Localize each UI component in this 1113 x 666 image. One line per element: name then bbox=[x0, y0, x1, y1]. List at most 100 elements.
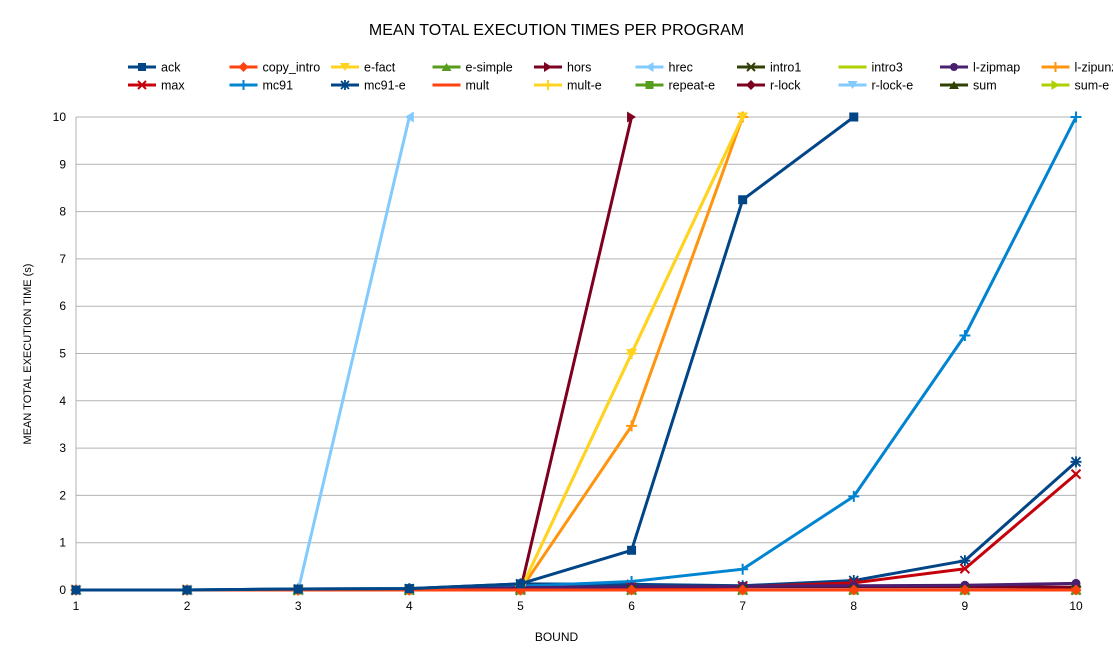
data-point bbox=[515, 579, 525, 589]
data-point bbox=[626, 420, 638, 432]
legend: ack copy_intro e-fact e-simple hors hrec intro… bbox=[128, 61, 1113, 93]
x-tick-label: 9 bbox=[962, 599, 969, 613]
legend-label: r-lock bbox=[770, 79, 801, 93]
data-point bbox=[848, 584, 860, 596]
series-line bbox=[76, 115, 855, 592]
data-point bbox=[404, 111, 414, 123]
legend-item: copy_intro bbox=[229, 61, 321, 75]
legend-marker bbox=[645, 62, 654, 72]
data-point bbox=[849, 112, 859, 122]
series-ack bbox=[71, 112, 859, 595]
y-tick-label: 1 bbox=[59, 536, 66, 550]
legend-item: sum bbox=[940, 79, 997, 93]
legend-label: mc91-e bbox=[364, 79, 406, 93]
y-tick-label: 9 bbox=[59, 157, 66, 171]
legend-item: e-fact bbox=[331, 61, 396, 75]
legend-item: mc91-e bbox=[331, 79, 406, 93]
x-tick-label: 2 bbox=[184, 599, 191, 613]
legend-item: r-lock-e bbox=[838, 79, 914, 93]
legend-marker bbox=[746, 80, 756, 90]
chart-title: MEAN TOTAL EXECUTION TIMES PER PROGRAM bbox=[368, 22, 745, 39]
data-point bbox=[848, 490, 860, 502]
data-point bbox=[293, 584, 303, 594]
legend-label: ack bbox=[161, 61, 181, 75]
data-point bbox=[737, 112, 749, 122]
legend-marker bbox=[949, 81, 959, 89]
legend-marker bbox=[950, 63, 958, 71]
data-point bbox=[1070, 111, 1082, 123]
legend-label: mc91 bbox=[263, 79, 294, 93]
y-tick-label: 10 bbox=[53, 110, 67, 124]
x-tick-label: 4 bbox=[406, 599, 413, 613]
legend-label: hors bbox=[567, 61, 591, 75]
data-point bbox=[1071, 578, 1081, 588]
legend-label: e-simple bbox=[466, 61, 513, 75]
x-tick-label: 7 bbox=[739, 599, 746, 613]
legend-item: hors bbox=[534, 61, 591, 75]
series-l-zipmap bbox=[71, 578, 1081, 595]
legend-marker bbox=[138, 63, 146, 71]
legend-marker bbox=[645, 81, 654, 89]
data-point bbox=[737, 584, 749, 596]
legend-marker bbox=[441, 63, 452, 71]
y-tick-label: 2 bbox=[59, 488, 66, 502]
data-point bbox=[1070, 456, 1082, 468]
legend-label: r-lock-e bbox=[872, 79, 914, 93]
data-point bbox=[959, 330, 971, 342]
data-point bbox=[626, 349, 638, 358]
data-point bbox=[404, 584, 414, 594]
legend-marker bbox=[340, 63, 350, 71]
legend-item: l-zipunzip bbox=[1041, 61, 1113, 75]
series-group bbox=[70, 111, 1082, 596]
legend-label: l-zipmap bbox=[973, 61, 1020, 75]
y-tick-label: 0 bbox=[59, 583, 66, 597]
y-tick-label: 3 bbox=[59, 441, 66, 455]
legend-item: repeat-e bbox=[635, 79, 715, 93]
legend-marker bbox=[442, 83, 451, 87]
legend-label: intro3 bbox=[872, 61, 903, 75]
y-tick-label: 4 bbox=[59, 394, 66, 408]
data-point bbox=[1070, 468, 1082, 480]
legend-marker bbox=[1051, 80, 1060, 90]
legend-item: mult-e bbox=[534, 79, 602, 93]
legend-item: mult bbox=[432, 79, 490, 93]
legend-label: l-zipunzip bbox=[1075, 61, 1113, 75]
legend-item: max bbox=[128, 79, 185, 93]
legend-marker bbox=[340, 80, 350, 90]
legend-label: mult bbox=[466, 79, 490, 93]
data-point bbox=[627, 111, 637, 123]
y-tick-label: 7 bbox=[59, 252, 66, 266]
legend-marker bbox=[544, 62, 552, 72]
data-point bbox=[182, 585, 192, 595]
legend-label: sum-e bbox=[1075, 79, 1110, 93]
legend-label: copy_intro bbox=[263, 61, 321, 75]
x-tick-label: 8 bbox=[850, 599, 857, 613]
series-line bbox=[76, 460, 1077, 592]
legend-item: intro3 bbox=[838, 61, 903, 75]
y-tick-label: 5 bbox=[59, 347, 66, 361]
y-axis-label: MEAN TOTAL EXECUTION TIME (s) bbox=[22, 263, 34, 445]
x-tick-label: 3 bbox=[295, 599, 302, 613]
data-point bbox=[626, 584, 638, 596]
data-point bbox=[1070, 584, 1082, 596]
legend-label: max bbox=[161, 79, 185, 93]
legend-label: sum bbox=[973, 79, 997, 93]
legend-marker bbox=[238, 62, 249, 72]
legend-marker bbox=[746, 62, 756, 72]
x-tick-label: 10 bbox=[1069, 599, 1083, 613]
legend-item: l-zipmap bbox=[940, 61, 1020, 75]
series-max bbox=[70, 468, 1082, 596]
y-tick-label: 6 bbox=[59, 299, 66, 313]
data-point bbox=[737, 563, 749, 575]
legend-label: intro1 bbox=[770, 61, 801, 75]
legend-item: mc91 bbox=[229, 79, 294, 93]
legend-item: intro1 bbox=[737, 61, 801, 75]
data-point bbox=[959, 563, 971, 574]
data-point bbox=[71, 585, 81, 595]
legend-marker bbox=[238, 80, 249, 90]
data-point bbox=[959, 584, 971, 596]
legend-label: e-fact bbox=[364, 61, 396, 75]
legend-item: ack bbox=[128, 61, 181, 75]
legend-item: e-simple bbox=[432, 61, 513, 75]
legend-item: sum-e bbox=[1041, 79, 1110, 93]
